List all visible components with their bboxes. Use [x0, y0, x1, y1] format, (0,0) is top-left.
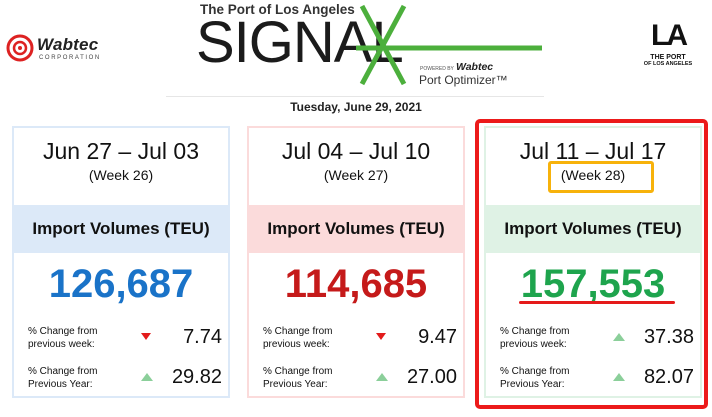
- week-label: (Week 26): [88, 167, 154, 183]
- change-prev-year-value: 82.07: [643, 366, 694, 388]
- wabtec-logo: Wabtec CORPORATION: [6, 32, 116, 66]
- change-prev-year-value: 27.00: [406, 366, 457, 388]
- change-prev-year-row: % Change from Previous Year: 27.00: [263, 364, 459, 394]
- change-prev-week-label: % Change from previous week:: [28, 326, 98, 350]
- change-prev-year-label: % Change from Previous Year:: [263, 366, 333, 390]
- change-prev-year-row: % Change from Previous Year: 29.82: [28, 364, 224, 394]
- week-card-26: Jun 27 – Jul 03 (Week 26) Import Volumes…: [12, 126, 230, 398]
- down-arrow-icon: [141, 333, 151, 340]
- wabtec-mark-icon: [6, 34, 34, 62]
- change-prev-week-row: % Change from previous week: 9.47: [263, 324, 459, 354]
- powered-brand: Wabtec: [456, 61, 494, 73]
- change-prev-year-row: % Change from Previous Year: 82.07: [500, 364, 696, 394]
- change-prev-week-row: % Change from previous week: 37.38: [500, 324, 696, 354]
- change-prev-week-label: % Change from previous week:: [263, 326, 333, 350]
- change-prev-week-label: % Change from previous week:: [500, 326, 570, 350]
- week-label: (Week 28): [560, 167, 626, 183]
- date-range: Jun 27 – Jul 03: [42, 138, 199, 164]
- import-volumes-header: Import Volumes (TEU): [14, 205, 228, 253]
- import-volumes-header: Import Volumes (TEU): [486, 205, 700, 253]
- change-prev-week-row: % Change from previous week: 7.74: [28, 324, 224, 354]
- week-highlight-box: [548, 161, 654, 193]
- wabtec-name: Wabtec: [37, 35, 99, 54]
- week-label: (Week 27): [323, 167, 389, 183]
- up-arrow-icon: [613, 373, 625, 381]
- report-date: Tuesday, June 29, 2021: [290, 100, 422, 114]
- up-arrow-icon: [141, 373, 153, 381]
- signal-logo: The Port of Los Angeles SIGNAL POWERED B…: [166, 0, 544, 97]
- import-volume-value: 126,687: [48, 262, 194, 306]
- change-prev-week-value: 9.47: [418, 326, 457, 348]
- down-arrow-icon: [376, 333, 386, 340]
- wabtec-sub: CORPORATION: [39, 55, 101, 61]
- week-card-28: Jul 11 – Jul 17 (Week 28) Import Volumes…: [484, 126, 702, 398]
- week-card-27: Jul 04 – Jul 10 (Week 27) Import Volumes…: [247, 126, 465, 398]
- change-prev-year-label: % Change from Previous Year:: [28, 366, 98, 390]
- import-volume-value: 114,685: [284, 262, 428, 306]
- la-line1: THE PORT: [650, 54, 686, 61]
- powered-by-label: POWERED BY: [420, 66, 454, 72]
- highlight-frame: [475, 119, 708, 409]
- signal-tagline: The Port of Los Angeles: [200, 2, 355, 17]
- change-prev-year-label: % Change from Previous Year:: [500, 366, 570, 390]
- up-arrow-icon: [376, 373, 388, 381]
- change-prev-year-value: 29.82: [171, 366, 222, 388]
- volume-underline: [519, 301, 675, 304]
- la-line2: OF LOS ANGELES: [643, 61, 693, 67]
- import-volumes-header: Import Volumes (TEU): [249, 205, 463, 253]
- change-prev-week-value: 37.38: [643, 326, 694, 348]
- change-prev-week-value: 7.74: [183, 326, 222, 348]
- date-range: Jul 04 – Jul 10: [281, 138, 431, 164]
- la-letters: LA: [651, 19, 688, 52]
- port-optimizer-label: Port Optimizer™: [419, 73, 508, 87]
- port-of-la-logo: LA THE PORT OF LOS ANGELES: [636, 19, 700, 80]
- date-range: Jul 11 – Jul 17: [519, 138, 667, 164]
- import-volume-value: 157,553: [520, 262, 666, 306]
- signal-wordmark: SIGNAL: [196, 10, 404, 75]
- up-arrow-icon: [613, 333, 625, 341]
